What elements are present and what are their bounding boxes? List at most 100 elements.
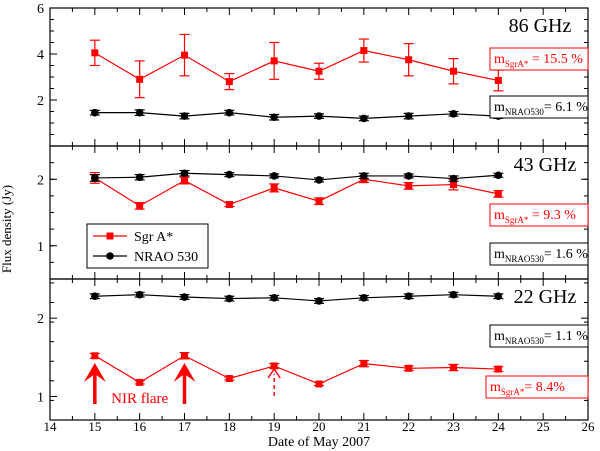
data-point — [360, 114, 368, 123]
data-point — [315, 380, 323, 388]
nir-flare-arrow — [83, 363, 106, 404]
data-point — [450, 181, 457, 189]
data-point — [360, 172, 368, 180]
annotation-box — [489, 95, 589, 119]
data-point — [450, 67, 457, 75]
panel-p43: 1 2 43 GHz mSgrA* = 9.3 % mNRAO530= 1.6 % — [37, 145, 589, 280]
data-point — [91, 108, 99, 117]
series-sgra — [89, 352, 504, 388]
annotation-box — [489, 242, 589, 266]
data-point — [91, 352, 99, 360]
data-point — [405, 182, 413, 190]
y-tick-label: 6 — [37, 2, 44, 17]
data-point — [494, 76, 502, 84]
legend-label: NRAO 530 — [134, 250, 198, 265]
data-point — [270, 172, 278, 180]
data-point — [180, 293, 189, 301]
series-line — [94, 172, 499, 181]
data-point — [135, 173, 144, 182]
data-point — [360, 47, 368, 55]
x-tick-label: 18 — [223, 419, 236, 434]
data-point — [494, 292, 503, 301]
data-point — [405, 56, 413, 64]
data-point — [315, 112, 323, 120]
nir-flare-label: NIR flare — [111, 391, 168, 407]
modulation-annotation: mSgrA* = 15.5 % — [489, 47, 589, 71]
series-line — [94, 355, 499, 385]
modulation-annotation: mNRAO530= 1.1 % — [489, 324, 589, 348]
data-point — [270, 184, 278, 192]
data-point — [135, 290, 144, 299]
annotation-text: mNRAO530= 1.1 % — [494, 329, 588, 346]
annotation-text: mNRAO530= 1.6 % — [494, 247, 588, 264]
data-point — [360, 294, 368, 302]
series-nrao — [89, 108, 504, 123]
x-axis-label: Date of May 2007 — [268, 435, 370, 450]
annotation-box — [489, 47, 589, 71]
annotation-box — [485, 375, 589, 399]
data-point — [225, 78, 233, 86]
x-tick-label: 22 — [402, 419, 415, 434]
data-point — [494, 171, 503, 180]
data-point — [494, 190, 502, 198]
x-tick-label: 17 — [178, 419, 192, 434]
annotation-text: mSgrA*= 8.4% — [490, 380, 565, 397]
series-nrao — [89, 290, 504, 305]
x-tick-label: 26 — [582, 419, 596, 434]
nir-flare-arrow — [173, 363, 196, 404]
data-point — [136, 75, 144, 83]
modulation-annotation: mSgrA*= 8.4% — [485, 375, 589, 399]
data-point — [225, 374, 233, 382]
panel-p86: 2 4 6 86 GHz mSgrA* = 15.5 % mNRAO530= 6.1 % — [37, 2, 589, 147]
data-point — [494, 365, 502, 373]
legend: Sgr A* NRAO 530 — [86, 223, 209, 269]
data-point — [450, 364, 457, 372]
data-point — [136, 378, 144, 386]
data-point — [181, 177, 188, 185]
arrow-head — [173, 363, 196, 382]
x-tick-label: 21 — [357, 419, 370, 434]
x-tick-label: 15 — [88, 419, 101, 434]
panel-title: 22 GHz — [514, 286, 577, 308]
annotation-box — [489, 203, 589, 227]
x-tick-label: 23 — [447, 419, 460, 434]
data-point — [404, 112, 413, 120]
arrow-head — [83, 363, 106, 382]
series-line — [94, 49, 499, 83]
series-line — [94, 294, 499, 302]
x-tick-label: 14 — [44, 419, 58, 434]
data-point — [136, 202, 144, 210]
nir-flare-arrow — [267, 367, 281, 396]
series-sgra — [89, 33, 504, 99]
x-tick-label: 20 — [313, 419, 326, 434]
y-tick-label: 2 — [37, 312, 44, 327]
data-point — [225, 294, 234, 303]
data-point — [404, 172, 413, 180]
legend-marker — [106, 232, 114, 240]
data-point — [225, 201, 233, 209]
legend-label: Sgr A* — [134, 230, 173, 245]
legend-entry-sgra: Sgr A* — [93, 230, 173, 245]
annotation-text: mSgrA* = 9.3 % — [494, 208, 576, 225]
legend-box — [86, 223, 209, 269]
x-tick-label: 16 — [133, 419, 147, 434]
y-tick-label: 2 — [37, 173, 44, 188]
data-point — [181, 51, 188, 59]
annotation-box — [489, 324, 589, 348]
data-point — [270, 294, 278, 302]
data-point — [449, 290, 458, 299]
arrow-head — [267, 367, 281, 379]
y-tick-label: 2 — [37, 94, 44, 109]
data-point — [91, 49, 99, 57]
y-axis-label: Flux density (Jy) — [0, 185, 14, 273]
data-point — [449, 174, 458, 183]
data-point — [404, 292, 413, 301]
data-point — [225, 108, 234, 117]
x-tick-label: 19 — [268, 419, 281, 434]
modulation-annotation: mNRAO530= 6.1 % — [489, 95, 589, 119]
data-point — [270, 113, 278, 122]
legend-entry-nrao: NRAO 530 — [93, 250, 198, 265]
legend-marker — [106, 252, 114, 260]
